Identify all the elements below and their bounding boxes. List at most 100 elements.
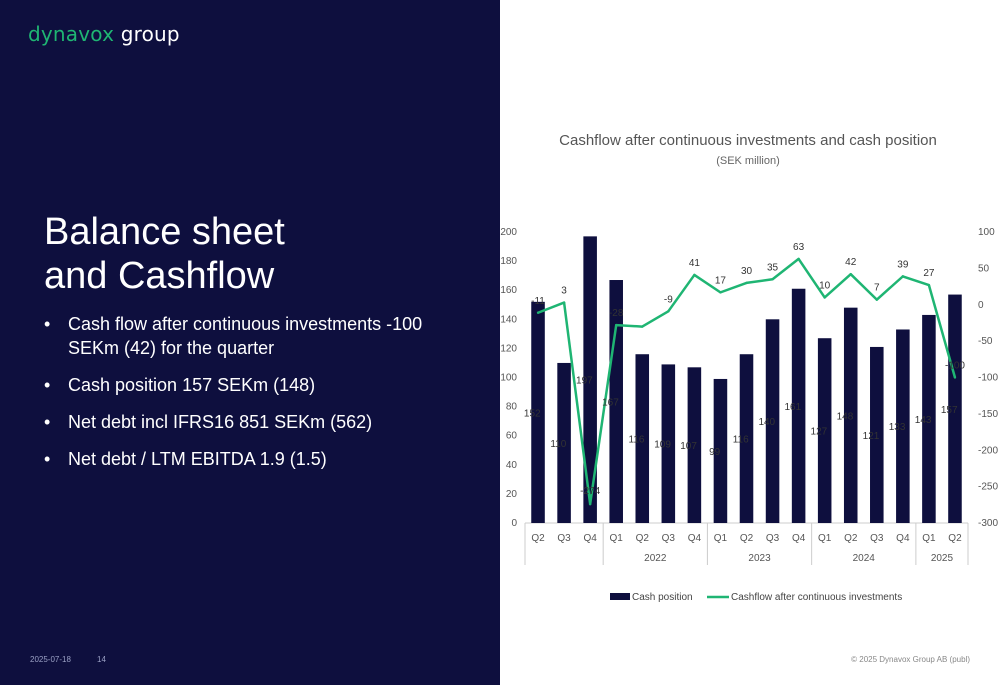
- bar-value-label: 161: [784, 402, 801, 413]
- line-value-label: -28: [609, 308, 624, 319]
- line-value-label: 7: [874, 283, 880, 294]
- line-value-label: 30: [741, 266, 753, 277]
- bar-value-label: 121: [863, 431, 880, 442]
- line-value-label: -9: [664, 294, 673, 305]
- x-tick-label: Q3: [662, 533, 676, 544]
- y-right-tick-label: 50: [978, 263, 990, 274]
- line-value-label: 17: [715, 275, 727, 286]
- line-point: [823, 296, 826, 299]
- footer-page-number: 14: [97, 655, 106, 664]
- legend-label-line: Cashflow after continuous investments: [731, 592, 902, 603]
- x-tick-label: Q2: [844, 533, 858, 544]
- line-value-label: 42: [845, 257, 857, 268]
- y-left-tick-label: 180: [500, 256, 517, 267]
- bar: [635, 354, 650, 523]
- line-value-label: 3: [561, 286, 567, 297]
- y-right-tick-label: -300: [978, 518, 998, 529]
- y-left-tick-label: 120: [500, 343, 517, 354]
- x-tick-label: Q1: [818, 533, 832, 544]
- bullet-item: Net debt incl IFRS16 851 SEKm (562): [44, 410, 424, 434]
- line-value-label: 27: [923, 268, 935, 279]
- x-tick-label: Q1: [610, 533, 624, 544]
- bar: [843, 307, 858, 523]
- line-point: [536, 311, 540, 314]
- line-point: [745, 281, 748, 285]
- line-point: [719, 291, 722, 294]
- bar-value-label: 107: [680, 441, 697, 452]
- line-value-label: -100: [945, 361, 965, 372]
- bar-value-label: 157: [941, 405, 958, 416]
- line-value-label: 41: [689, 258, 701, 269]
- bar-series: [531, 236, 962, 524]
- cashflow-chart: Cashflow after continuous investments an…: [500, 132, 998, 603]
- y-right-tick-label: 0: [978, 300, 984, 311]
- line-point: [797, 257, 800, 261]
- chart-subtitle: (SEK million): [716, 155, 780, 167]
- x-tick-label: Q4: [896, 533, 910, 544]
- bar: [870, 346, 884, 523]
- y-left-tick-label: 0: [511, 518, 517, 529]
- footer-copyright: © 2025 Dynavox Group AB (publ): [851, 655, 970, 664]
- bar-value-label: 167: [602, 398, 619, 409]
- x-group-label: 2022: [644, 553, 667, 564]
- bar: [817, 338, 832, 523]
- line-series: [536, 257, 957, 506]
- bar-value-label: 110: [550, 439, 566, 450]
- slide-title-line2: and Cashflow: [44, 255, 275, 297]
- bar-value-label: 140: [758, 417, 775, 428]
- x-tick-label: Q3: [870, 533, 884, 544]
- bar: [791, 288, 806, 523]
- bar: [661, 364, 676, 523]
- x-tick-label: Q2: [740, 533, 754, 544]
- bar-value-label: 109: [654, 440, 671, 451]
- bar-value-label: 152: [524, 408, 541, 419]
- y-left-tick-label: 200: [500, 227, 517, 238]
- line-value-label: 39: [897, 259, 909, 270]
- bullet-list: Cash flow after continuous investments -…: [44, 312, 424, 484]
- y-right-tick-label: -50: [978, 336, 993, 347]
- bar-value-label: 197: [576, 376, 593, 387]
- bar: [583, 236, 597, 524]
- line-value-label: -11: [531, 296, 545, 307]
- bullet-item: Net debt / LTM EBITDA 1.9 (1.5): [44, 447, 424, 471]
- bar: [896, 329, 910, 523]
- line-point: [849, 272, 852, 276]
- line-point: [588, 502, 592, 506]
- y-left-tick-label: 20: [506, 489, 518, 500]
- y-left-tick-label: 140: [500, 314, 517, 325]
- x-tick-label: Q2: [531, 533, 545, 544]
- slide-title-line1: Balance sheet: [44, 211, 285, 253]
- line-point: [641, 325, 644, 328]
- bar-value-label: 143: [915, 415, 932, 426]
- x-group-label: 2025: [931, 553, 954, 564]
- bar: [765, 319, 780, 523]
- line-value-label: 10: [819, 280, 831, 291]
- line-point: [875, 298, 878, 301]
- x-group-label: 2024: [853, 553, 876, 564]
- bar: [687, 367, 702, 523]
- bar: [739, 354, 754, 523]
- bar-value-label: 116: [733, 435, 749, 446]
- bar: [713, 378, 728, 523]
- x-tick-label: Q1: [922, 533, 936, 544]
- x-tick-label: Q2: [636, 533, 650, 544]
- y-left-tick-label: 80: [506, 402, 518, 413]
- chart-title: Cashflow after continuous investments an…: [559, 132, 937, 149]
- bar: [922, 314, 936, 523]
- x-tick-label: Q4: [583, 533, 597, 544]
- bar-value-label: 127: [811, 427, 828, 438]
- chart-legend: Cash position Cashflow after continuous i…: [610, 592, 902, 603]
- x-group-label: 2023: [748, 553, 771, 564]
- line-point: [562, 301, 566, 304]
- bar: [948, 294, 962, 523]
- bullet-item: Cash position 157 SEKm (148): [44, 373, 424, 397]
- line-point: [901, 275, 905, 278]
- x-tick-label: Q3: [766, 533, 780, 544]
- bar: [557, 362, 571, 523]
- y-right-tick-label: -150: [978, 409, 998, 420]
- y-right-tick-label: 100: [978, 227, 995, 238]
- x-tick-label: Q1: [714, 533, 728, 544]
- line-point: [615, 323, 618, 327]
- line-value-label: -274: [580, 486, 600, 497]
